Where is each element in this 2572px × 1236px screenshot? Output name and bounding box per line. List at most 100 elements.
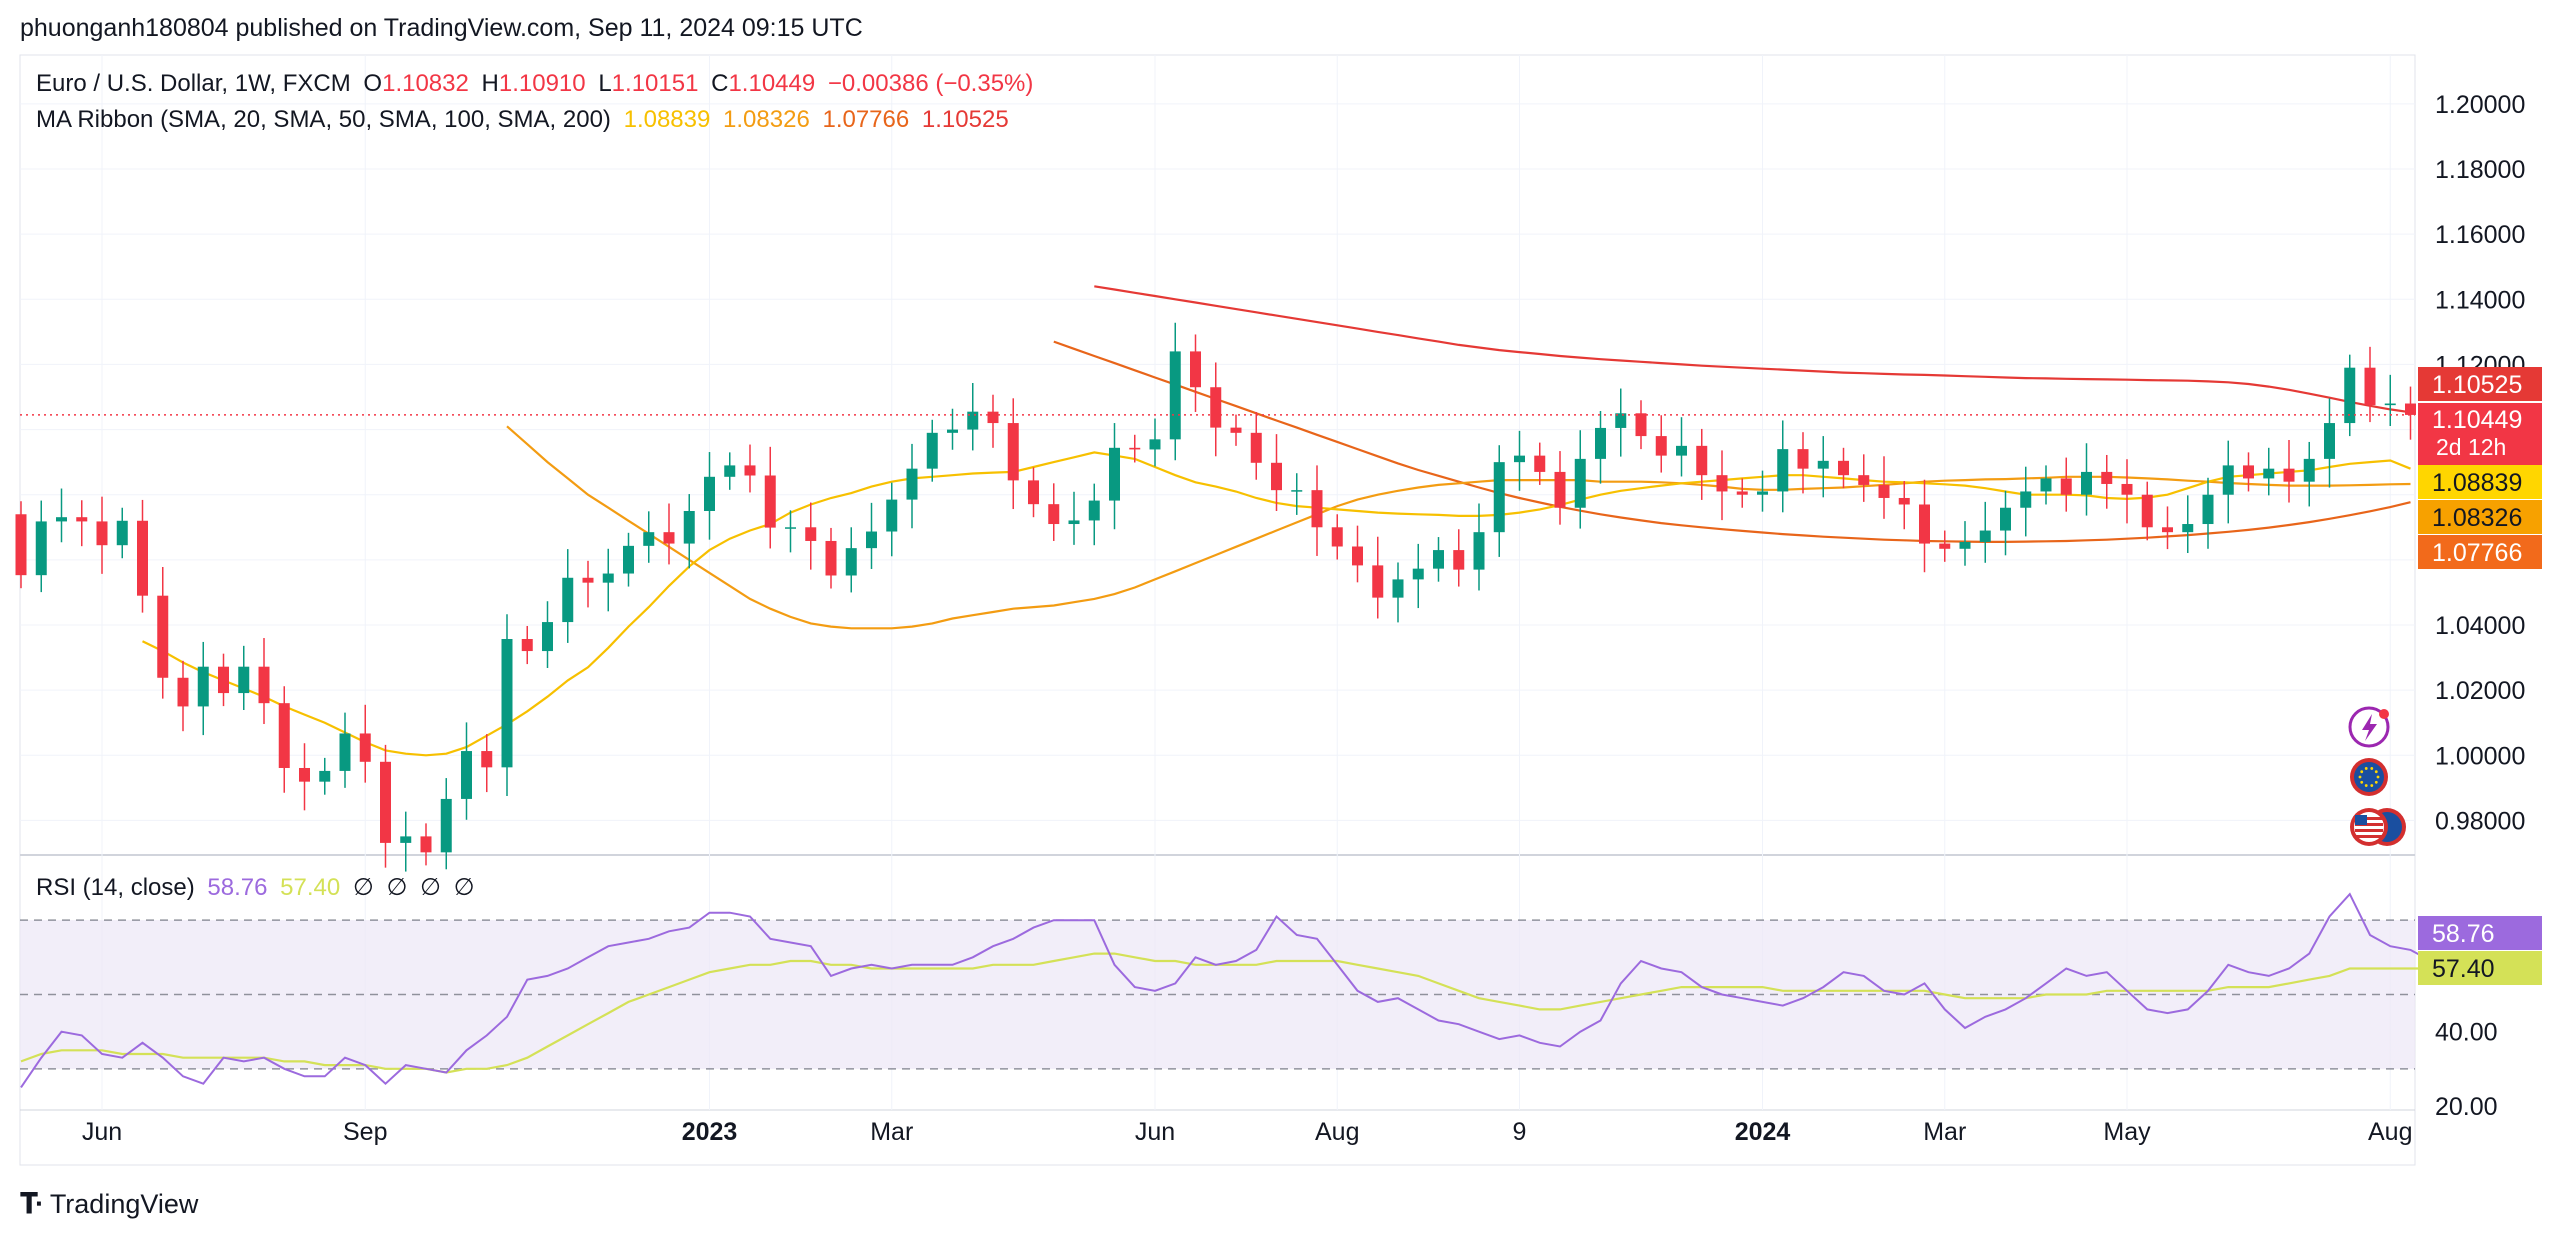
- candle-body: [2162, 527, 2173, 533]
- candle: [1331, 514, 1343, 560]
- candle: [1979, 501, 1991, 563]
- candle: [2243, 452, 2254, 492]
- candle: [137, 499, 148, 613]
- candle: [704, 452, 715, 540]
- rsi-ma-value: 57.40: [280, 874, 341, 901]
- candle-body: [56, 517, 67, 522]
- candle-body: [1230, 427, 1242, 433]
- candle-body: [76, 517, 88, 522]
- candle: [683, 494, 695, 569]
- candle: [76, 500, 88, 547]
- candle-body: [481, 751, 493, 768]
- candle: [501, 614, 513, 796]
- candle: [1190, 334, 1201, 412]
- candle-body: [845, 548, 857, 576]
- price-tick-label: 1.00000: [2435, 742, 2525, 770]
- candle-body: [542, 622, 553, 652]
- time-tick-label: Aug: [2368, 1118, 2412, 1146]
- ohlc-open: O1.10832: [363, 70, 469, 97]
- candle-body: [1331, 527, 1343, 547]
- candle-body: [1412, 568, 1424, 580]
- tradingview-brand[interactable]: 𝐓∙ TradingView: [20, 1188, 198, 1221]
- candle-body: [2040, 478, 2052, 492]
- candle-body: [1777, 449, 1789, 492]
- icon-star: [2370, 767, 2374, 770]
- candle-body: [1352, 546, 1363, 566]
- candle-body: [461, 751, 472, 799]
- candle: [197, 641, 209, 736]
- tag-text: 1.10525: [2432, 371, 2522, 399]
- candle: [2000, 490, 2011, 556]
- icon-star: [2360, 780, 2364, 784]
- candle: [1858, 454, 1870, 502]
- candle: [1939, 530, 1951, 562]
- candle-body: [1676, 445, 1687, 456]
- candle: [1878, 456, 1890, 519]
- us-eu-flags-icon: [2350, 808, 2406, 846]
- candle-body: [1493, 462, 1505, 533]
- candle-body: [1554, 471, 1566, 508]
- candle: [1736, 478, 1748, 508]
- candle: [15, 501, 27, 589]
- candle: [1838, 447, 1849, 489]
- candle-body: [2222, 465, 2234, 495]
- candle-body: [2121, 483, 2133, 495]
- candle-body: [906, 468, 918, 500]
- candle: [2384, 374, 2396, 426]
- candle-body: [96, 521, 108, 546]
- icon-star: [2370, 784, 2374, 787]
- tag-bg: [2418, 916, 2542, 950]
- candle: [461, 722, 472, 820]
- candle: [359, 704, 371, 783]
- candle-body: [1169, 351, 1181, 440]
- candle-body: [1959, 541, 1971, 549]
- candle-body: [643, 532, 655, 546]
- rsi-value: 58.76: [207, 874, 268, 901]
- candle: [2324, 398, 2335, 488]
- candle-body: [1817, 460, 1829, 469]
- rsi-legend[interactable]: RSI (14, close) 58.76 57.40 ∅ ∅ ∅ ∅: [36, 873, 481, 902]
- candle: [926, 419, 938, 482]
- symbol-legend[interactable]: Euro / U.S. Dollar, 1W, FXCM O1.10832 H1…: [36, 70, 1039, 98]
- tag-bg: [2418, 465, 2542, 499]
- candle: [2081, 443, 2092, 516]
- candle-body: [2384, 403, 2396, 406]
- candle-body: [299, 767, 310, 782]
- candle: [2405, 386, 2416, 440]
- candle-body: [886, 499, 898, 532]
- candle: [1777, 420, 1789, 513]
- icon-star: [2364, 784, 2368, 787]
- candle: [1696, 428, 1708, 500]
- candle-body: [420, 836, 432, 853]
- candle-body: [1635, 413, 1647, 437]
- ma-ribbon-legend[interactable]: MA Ribbon (SMA, 20, SMA, 50, SMA, 100, S…: [36, 106, 1015, 134]
- candle-body: [400, 836, 412, 843]
- candle-body: [1311, 490, 1323, 528]
- event-icons[interactable]: [2348, 706, 2406, 846]
- price-tick-label: 1.16000: [2435, 221, 2525, 249]
- icon-canton: [2355, 815, 2367, 825]
- candle: [542, 601, 553, 668]
- candle: [56, 488, 67, 543]
- icon-dot: [2379, 709, 2389, 719]
- candle: [1291, 473, 1303, 515]
- ma-ribbon-title: MA Ribbon (SMA, 20, SMA, 50, SMA, 100, S…: [36, 106, 611, 133]
- candle: [420, 823, 432, 866]
- candle-body: [1858, 475, 1870, 485]
- candle-body: [2101, 471, 2113, 484]
- time-tick-label: Aug: [1315, 1118, 1359, 1146]
- candle-body: [1939, 543, 1951, 549]
- time-tick-label: 9: [1513, 1118, 1527, 1146]
- candle: [1149, 418, 1161, 467]
- candle-body: [1433, 550, 1444, 569]
- candle-body: [116, 520, 128, 546]
- tag-text: 57.40: [2432, 955, 2495, 983]
- candle: [2060, 457, 2072, 512]
- candle-body: [1919, 504, 1930, 544]
- candle-body: [1514, 455, 1525, 463]
- candle: [2040, 465, 2052, 505]
- ma200-line: [1094, 285, 2411, 414]
- candle-body: [2141, 494, 2153, 528]
